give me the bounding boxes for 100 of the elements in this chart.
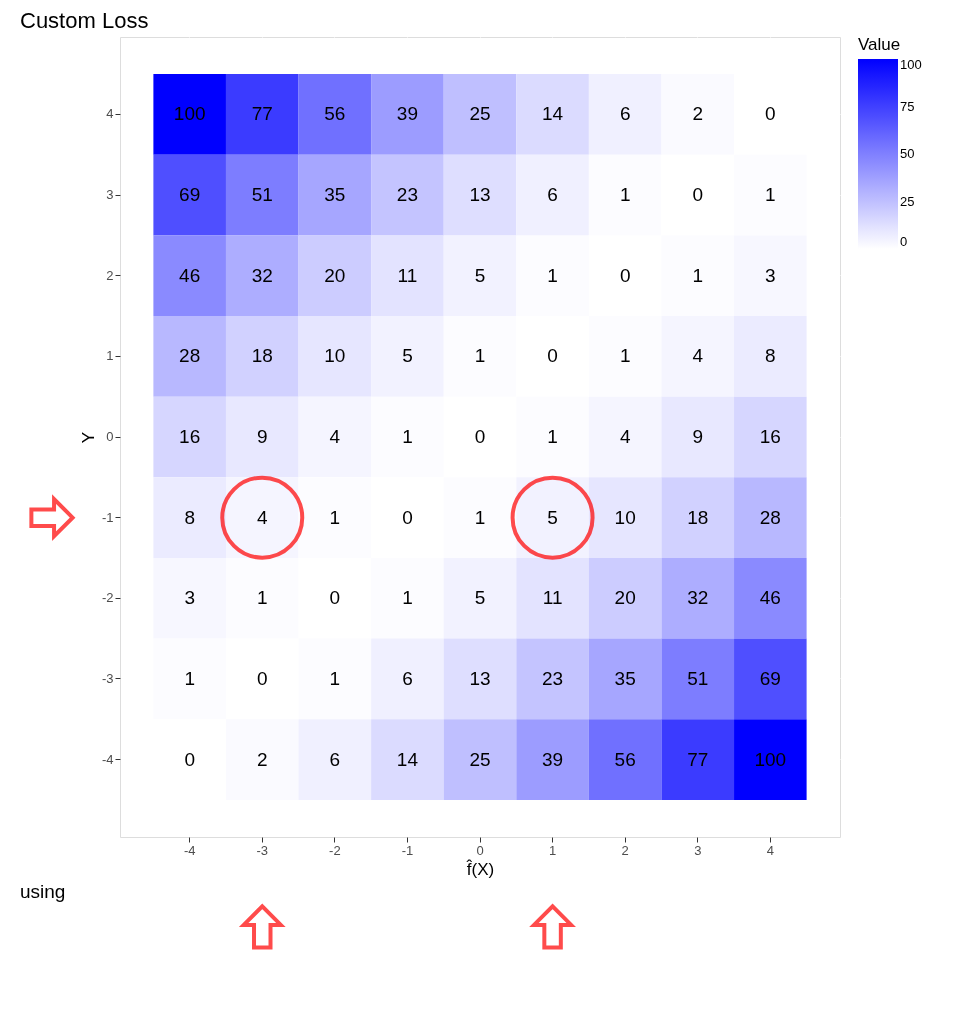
data-label: 6 [402, 667, 413, 689]
data-label: 13 [469, 184, 491, 206]
x-tick-label: 2 [621, 842, 629, 858]
data-label: 4 [256, 506, 268, 528]
data-label: 56 [324, 103, 346, 125]
data-label: 20 [324, 264, 346, 286]
data-label: 4 [619, 426, 631, 447]
y-tick-label: 2 [106, 267, 114, 283]
y-tick-label: -3 [101, 670, 114, 686]
data-label: 1 [184, 667, 195, 689]
y-tick-label: -2 [101, 590, 114, 606]
data-label: 16 [179, 426, 201, 447]
data-label: 39 [542, 748, 564, 770]
x-tick-label: 1 [548, 842, 557, 858]
x-tick-label: 4 [766, 842, 774, 858]
x-tick-label: -2 [329, 842, 341, 858]
data-label: 18 [251, 345, 273, 367]
data-label: 77 [687, 748, 709, 770]
legend-title: Value [858, 35, 901, 54]
x-tick-label: -4 [183, 842, 196, 858]
y-tick-label: 1 [106, 348, 114, 364]
data-label: 2 [692, 103, 704, 125]
data-label: 1 [692, 264, 704, 286]
data-label: 14 [542, 103, 564, 125]
data-label: 6 [547, 184, 558, 206]
data-label: 0 [547, 345, 558, 367]
data-label: 0 [256, 667, 268, 689]
data-label: 5 [402, 345, 413, 367]
y-tick-label: 0 [106, 429, 114, 444]
data-label: 0 [765, 103, 776, 125]
data-label: 1 [329, 667, 341, 689]
y-tick-label: 4 [106, 106, 114, 122]
data-label: 56 [614, 748, 636, 770]
data-label: 1 [402, 426, 413, 447]
data-label: 0 [402, 506, 413, 528]
y-tick-label: 3 [106, 187, 114, 203]
data-label: 69 [179, 184, 201, 206]
data-label: 23 [396, 184, 418, 206]
data-label: 9 [692, 426, 704, 447]
data-label: 11 [542, 587, 563, 609]
data-label: 4 [692, 345, 704, 367]
data-label: 69 [759, 667, 781, 689]
data-label: 39 [396, 103, 418, 125]
text: using [20, 881, 66, 902]
color-bar-label: 0 [900, 234, 908, 249]
data-label: 10 [324, 345, 346, 367]
x-tick-label: -1 [401, 842, 414, 858]
color-bar-label: 100 [900, 57, 922, 72]
data-label: 11 [397, 264, 418, 286]
x-tick-label: -3 [256, 842, 269, 858]
data-label: 20 [614, 587, 636, 609]
data-label: 8 [765, 345, 776, 367]
data-label: 25 [469, 103, 491, 125]
data-label: 3 [765, 264, 776, 286]
data-label: 100 [173, 103, 206, 125]
y-axis-title: Y [78, 431, 98, 444]
y-tick-label: -1 [101, 509, 114, 525]
data-label: 100 [754, 748, 787, 770]
data-label: 32 [687, 587, 709, 609]
chart-title: Custom Loss [20, 8, 149, 33]
data-label: 51 [687, 667, 709, 689]
x-tick-label: 3 [694, 842, 702, 858]
y-tick-label: -4 [101, 751, 114, 767]
data-label: 1 [474, 345, 486, 367]
data-label: 3 [184, 587, 195, 609]
data-label: 8 [184, 506, 195, 528]
data-label: 6 [329, 748, 341, 770]
data-label: 5 [474, 264, 486, 286]
data-label: 1 [619, 184, 631, 206]
data-label: 25 [469, 748, 491, 770]
x-tick-label: 0 [476, 842, 484, 858]
data-label: 0 [692, 184, 704, 206]
color-bar-label: 50 [900, 146, 915, 161]
data-label: 51 [251, 184, 273, 206]
data-label: 35 [324, 184, 346, 206]
color-bar-label: 25 [900, 193, 915, 209]
data-label: 1 [547, 264, 558, 286]
data-label: 16 [759, 426, 781, 447]
data-label: 46 [759, 587, 781, 609]
data-label: 1 [402, 587, 413, 609]
data-label: 1 [474, 506, 486, 528]
data-label: 6 [619, 103, 631, 125]
data-label: 0 [184, 748, 195, 770]
data-label: 1 [329, 506, 341, 528]
data-label: 35 [614, 667, 636, 689]
data-label: 18 [687, 506, 709, 528]
data-label: 32 [251, 264, 273, 286]
data-label: 1 [256, 587, 268, 609]
data-label: 28 [179, 345, 201, 367]
data-label: 0 [329, 587, 341, 609]
data-label: 13 [469, 667, 491, 689]
data-label: 1 [619, 345, 631, 367]
color-bar-label: 75 [900, 98, 915, 114]
data-label: 4 [329, 426, 341, 447]
data-label: 14 [396, 748, 419, 770]
data-label: 5 [547, 506, 558, 528]
data-label: 9 [256, 426, 268, 447]
data-label: 77 [251, 103, 273, 125]
data-label: 23 [542, 667, 564, 689]
data-label: 28 [759, 506, 781, 528]
